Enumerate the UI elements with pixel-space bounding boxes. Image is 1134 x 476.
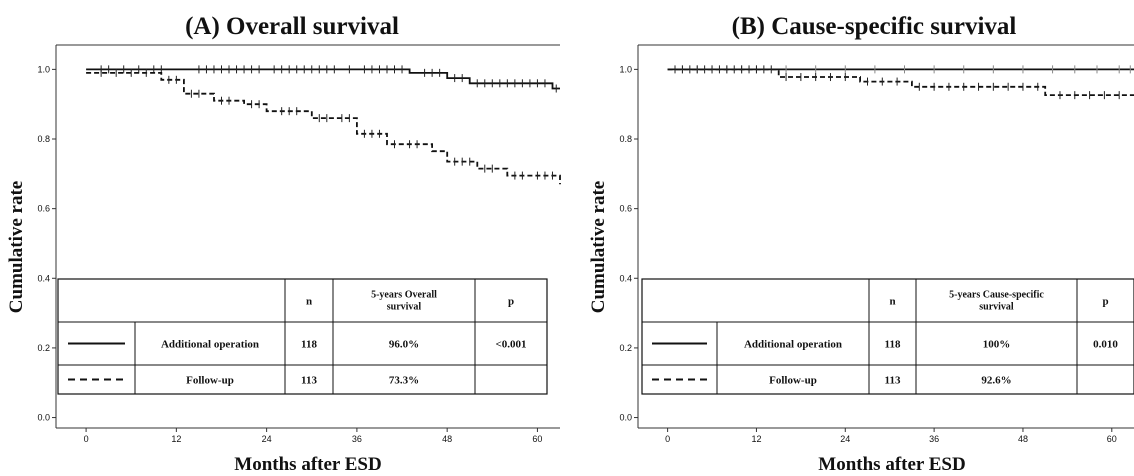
y-tick-label: 0.0 <box>619 413 632 423</box>
table-header-rate-line: survival <box>979 302 1014 313</box>
table-frame <box>57 278 548 395</box>
x-tick-label: 60 <box>532 434 542 444</box>
x-tick-label: 12 <box>751 434 761 444</box>
x-tick-label: 0 <box>665 434 670 444</box>
x-tick-label: 12 <box>171 434 181 444</box>
x-tick-label: 48 <box>1018 434 1028 444</box>
table-header-rate: 5-years Cause-specific survival <box>949 290 1044 313</box>
chart-title: (B) Cause-specific survival <box>732 13 1017 40</box>
table-header-rate-line: survival <box>387 302 422 313</box>
table-n-value: 113 <box>301 375 317 387</box>
y-axis-title: Cumulative rate <box>6 181 27 313</box>
table-n-value: 118 <box>301 339 317 351</box>
chart-title: (A) Overall survival <box>185 13 399 40</box>
table-header-n: n <box>306 296 312 308</box>
table-p-value: 0.010 <box>1093 339 1118 351</box>
y-tick-label: 0.8 <box>619 134 632 144</box>
y-tick-label: 0.4 <box>37 273 50 283</box>
x-axis-title: Months after ESD <box>818 454 965 475</box>
x-tick-label: 36 <box>929 434 939 444</box>
y-axis-title: Cumulative rate <box>588 181 609 313</box>
chart-panel: (B) Cause-specific survival 0.0 0.2 0.4 0.6 0… <box>588 13 1134 475</box>
y-tick-label: 0.0 <box>37 413 50 423</box>
chart-panel: (A) Overall survival 0.0 0.2 0.4 0.6 0.8 1.0 0 1… <box>6 13 561 475</box>
table-rate-value: 92.6% <box>981 375 1011 387</box>
table-rate-value: 96.0% <box>389 339 419 351</box>
summary-table: n 5-years Cause-specific survival p Addition… <box>641 278 1134 395</box>
table-rate-value: 100% <box>983 339 1011 351</box>
table-p-value: <0.001 <box>495 339 526 351</box>
table-group-name: Additional operation <box>744 339 842 351</box>
x-tick-label: 48 <box>442 434 452 444</box>
y-tick-label: 0.2 <box>37 343 50 353</box>
table-group-name: Follow-up <box>186 375 234 387</box>
table-group-name: Follow-up <box>769 375 817 387</box>
survival-line-follow-up <box>86 72 561 185</box>
y-tick-label: 0.6 <box>37 204 50 214</box>
y-tick-label: 0.6 <box>619 204 632 214</box>
survival-line-follow-up <box>667 68 1134 96</box>
table-header-rate: 5-years Overall survival <box>371 290 437 313</box>
x-tick-label: 60 <box>1107 434 1117 444</box>
table-header-p: p <box>508 296 514 308</box>
table-n-value: 113 <box>885 375 901 387</box>
survival-line-additional-operation <box>86 68 560 90</box>
table-header-p: p <box>1102 296 1108 308</box>
y-tick-label: 0.8 <box>37 134 50 144</box>
x-axis-title: Months after ESD <box>234 454 381 475</box>
y-tick-label: 0.2 <box>619 343 632 353</box>
summary-table: n 5-years Overall survival p Additional oper… <box>57 278 548 395</box>
x-tick-label: 24 <box>840 434 850 444</box>
table-header-rate-line: 5-years Cause-specific <box>949 290 1044 301</box>
x-tick-label: 0 <box>84 434 89 444</box>
table-group-name: Additional operation <box>161 339 259 351</box>
x-tick-label: 36 <box>352 434 362 444</box>
y-tick-label: 1.0 <box>37 64 50 74</box>
y-tick-label: 1.0 <box>619 64 632 74</box>
y-tick-label: 0.4 <box>619 273 632 283</box>
table-rate-value: 73.3% <box>389 375 419 387</box>
table-header-n: n <box>889 296 895 308</box>
table-n-value: 118 <box>885 339 901 351</box>
table-header-rate-line: 5-years Overall <box>371 290 437 301</box>
table-frame <box>641 278 1134 395</box>
x-tick-label: 24 <box>262 434 272 444</box>
